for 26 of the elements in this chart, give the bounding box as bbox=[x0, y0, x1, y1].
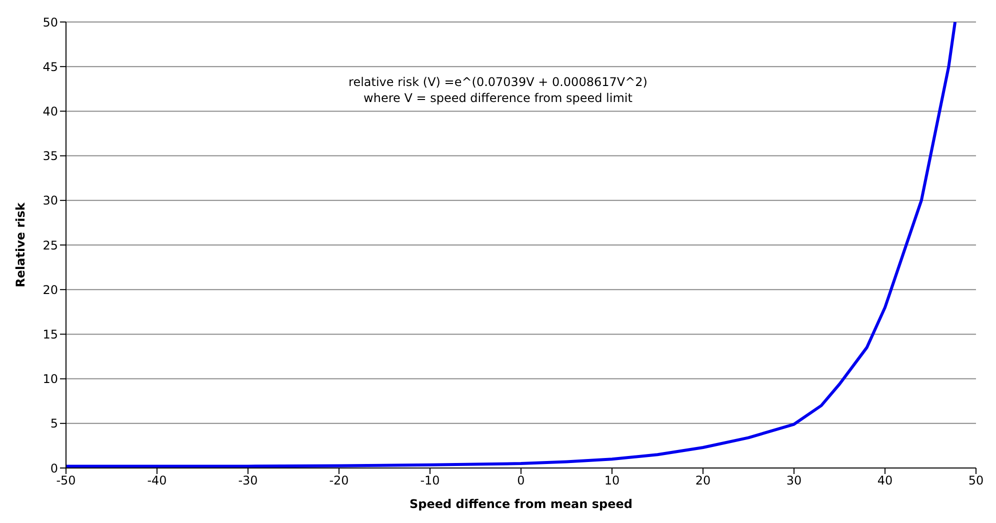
y-axis-title: Relative risk bbox=[13, 202, 28, 288]
y-tick-label: 10 bbox=[42, 372, 58, 386]
x-axis-title: Speed diffence from mean speed bbox=[410, 497, 632, 511]
y-tick-label: 0 bbox=[50, 461, 58, 476]
x-tick-label: 50 bbox=[968, 474, 984, 488]
x-tick-label: -50 bbox=[56, 474, 76, 488]
x-tick-label: 10 bbox=[604, 474, 620, 488]
y-tick-label: 50 bbox=[42, 15, 58, 30]
y-tick-label: 5 bbox=[50, 416, 58, 431]
y-tick-label: 35 bbox=[42, 149, 58, 164]
x-tick-label: -20 bbox=[329, 474, 349, 488]
x-tick-label: 30 bbox=[786, 474, 802, 488]
x-tick-label: -40 bbox=[147, 474, 167, 488]
annotation: relative risk (V) =e^(0.07039V + 0.0008617V^2) bbox=[348, 74, 648, 90]
annotation: where V = speed difference from speed limit bbox=[362, 90, 634, 106]
y-tick-label: 45 bbox=[42, 60, 58, 74]
y-tick-label: 25 bbox=[42, 238, 58, 252]
x-tick-label: 40 bbox=[877, 474, 893, 488]
x-tick-label: 0 bbox=[517, 474, 525, 488]
x-tick-label: -10 bbox=[420, 474, 440, 488]
y-tick-label: 20 bbox=[42, 282, 58, 297]
y-tick-label: 40 bbox=[42, 104, 58, 118]
y-tick-label: 15 bbox=[42, 327, 58, 342]
y-tick-label: 30 bbox=[42, 194, 58, 208]
x-tick-label: 20 bbox=[695, 474, 711, 488]
x-tick-label: -30 bbox=[238, 474, 258, 488]
